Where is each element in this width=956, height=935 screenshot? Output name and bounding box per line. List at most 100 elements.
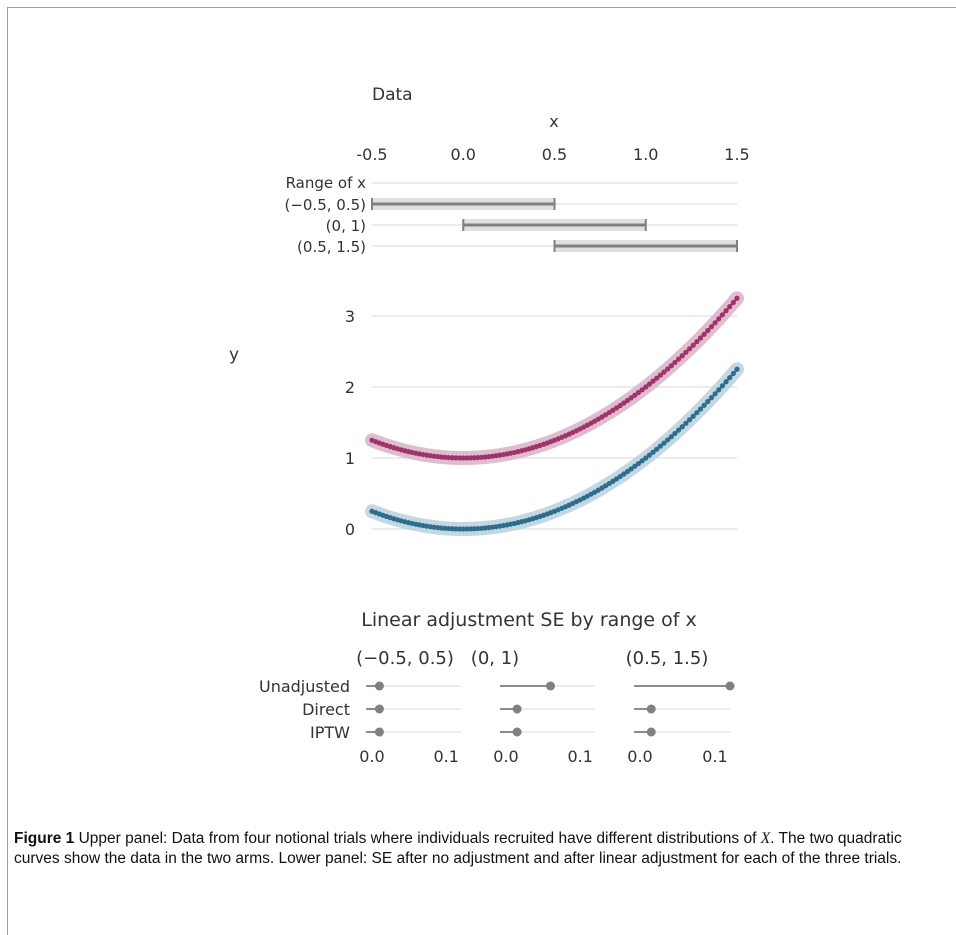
series-point	[632, 392, 638, 398]
data-panel-ylabel: Range of x	[286, 174, 367, 192]
facet-label: (−0.5, 0.5)	[356, 648, 454, 669]
se-row-label: Unadjusted	[259, 677, 350, 696]
series-point	[705, 327, 711, 334]
series-point	[449, 526, 455, 532]
series-point	[679, 424, 685, 430]
series-point	[639, 387, 645, 393]
series-point	[460, 526, 466, 532]
x-tick-label: -0.5	[356, 145, 387, 164]
series-point	[679, 353, 685, 359]
se-x-tick-label: 0.0	[359, 747, 384, 766]
series-point	[716, 387, 722, 393]
se-x-tick-label: 0.1	[567, 747, 592, 766]
curve-panel-ylabel: y	[229, 345, 239, 365]
range-row-label: (0, 1)	[326, 217, 366, 235]
series-point	[646, 381, 653, 387]
series-point	[453, 455, 459, 461]
series-point	[686, 417, 693, 423]
series-point	[712, 320, 718, 326]
series-point	[723, 379, 729, 385]
series-point	[650, 449, 656, 455]
series-point	[734, 366, 740, 372]
series-point	[672, 359, 678, 366]
se-dot	[646, 727, 656, 737]
series-point	[617, 473, 623, 480]
series-point	[643, 455, 649, 461]
se-x-tick-label: 0.0	[493, 747, 518, 766]
series-point	[719, 312, 726, 318]
series-point	[617, 402, 623, 409]
range-row-label: (0.5, 1.5)	[297, 238, 366, 256]
se-dot	[512, 704, 522, 714]
series-point	[453, 526, 459, 532]
series-point	[730, 370, 736, 377]
se-dot	[546, 681, 555, 691]
se-panel-title: Linear adjustment SE by range of x	[361, 609, 697, 631]
series-point	[624, 468, 631, 475]
y-tick-label: 2	[345, 378, 355, 397]
series-point	[683, 349, 689, 355]
series-point	[719, 383, 726, 389]
series-point	[676, 427, 682, 433]
series-point	[694, 339, 700, 345]
series-point	[701, 331, 707, 337]
se-x-tick-label: 0.0	[627, 747, 652, 766]
y-tick-label: 0	[345, 520, 355, 539]
se-x-tick-label: 0.1	[702, 747, 727, 766]
series-point	[643, 384, 649, 390]
series-point	[697, 406, 704, 412]
series-point	[683, 420, 689, 426]
caption-text-1: Upper panel: Data from four notional tri…	[78, 830, 761, 847]
series-point	[686, 346, 693, 352]
se-dot	[374, 727, 384, 737]
series-point	[628, 466, 634, 472]
series-point	[668, 434, 674, 440]
series-point	[650, 378, 656, 384]
series-point	[694, 410, 700, 416]
series-point	[639, 458, 645, 464]
series-point	[635, 389, 642, 396]
series-point	[457, 526, 463, 532]
se-dot	[512, 727, 522, 737]
data-panel-xlabel: x	[549, 112, 558, 131]
series-point	[464, 455, 470, 461]
se-dot	[646, 704, 656, 714]
series-point	[635, 460, 642, 467]
facet-label: (0.5, 1.5)	[626, 648, 709, 669]
se-dot	[374, 704, 384, 714]
series-point	[457, 455, 463, 461]
data-panel-title: Data	[372, 85, 413, 105]
series-point	[621, 400, 627, 406]
y-tick-label: 3	[345, 307, 355, 326]
series-point	[676, 356, 682, 362]
series-point	[467, 455, 474, 461]
series-point	[632, 463, 638, 469]
series-point	[708, 395, 715, 401]
figure-frame	[7, 7, 956, 935]
x-tick-label: 0.0	[451, 145, 476, 164]
series-point	[723, 308, 729, 314]
series-point	[657, 443, 663, 449]
series-point	[654, 375, 660, 381]
se-row-label: Direct	[302, 700, 350, 719]
series-point	[672, 430, 678, 437]
series-point	[646, 452, 653, 458]
y-tick-label: 1	[345, 449, 355, 468]
series-point	[690, 413, 696, 419]
series-point	[716, 316, 722, 322]
caption-label: Figure 1	[14, 830, 75, 847]
se-dot	[725, 681, 735, 691]
series-point	[712, 391, 718, 397]
series-point	[730, 299, 736, 306]
series-point	[464, 526, 470, 532]
series-point	[467, 526, 474, 532]
facet-label: (0, 1)	[471, 648, 519, 669]
range-row-label: (−0.5, 0.5)	[284, 196, 366, 214]
series-point	[665, 437, 671, 443]
figure-caption: Figure 1 Upper panel: Data from four not…	[14, 829, 944, 869]
series-point	[661, 369, 667, 375]
x-tick-label: 1.5	[724, 145, 749, 164]
series-point	[701, 402, 707, 408]
series-point	[657, 372, 663, 378]
